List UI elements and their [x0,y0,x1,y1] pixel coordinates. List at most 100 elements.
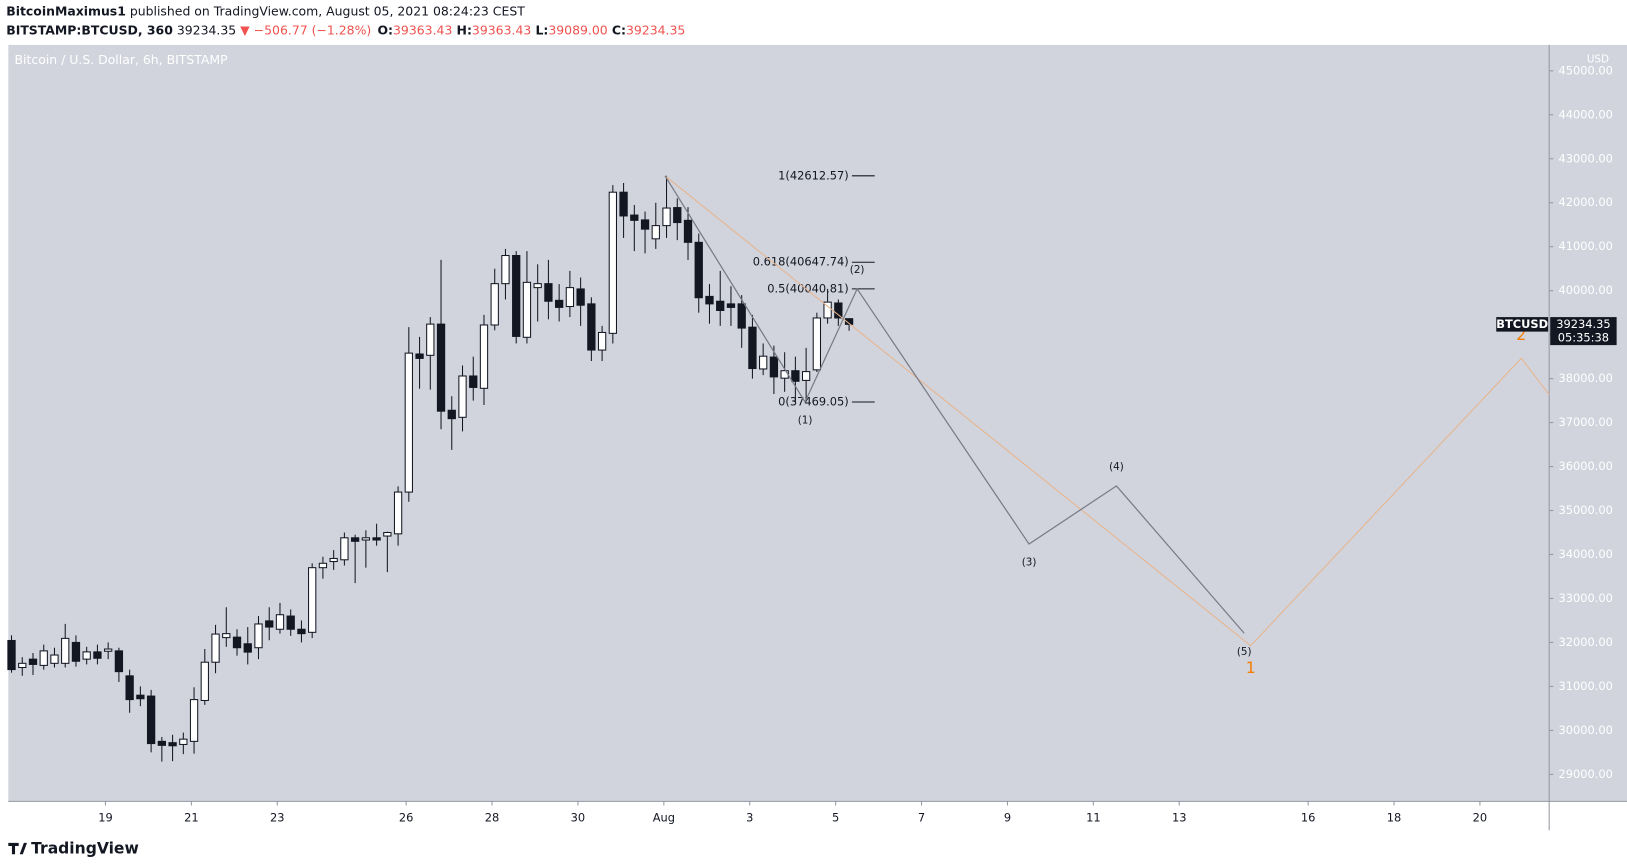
candle-body [780,370,789,379]
y-tick-label: 32000.00 [1559,635,1613,649]
y-tick-label: 29000.00 [1559,767,1613,781]
y-tick-label: 34000.00 [1559,547,1613,561]
x-tick-label: 3 [746,810,753,824]
candle-body [200,661,209,701]
fib-label: 0(37469.05) [778,394,849,408]
candle-body [844,318,854,325]
candle-body [297,628,306,635]
candle-body [340,537,349,561]
x-tick-label: 5 [832,810,839,824]
candle-body [93,651,102,659]
candle-body [125,675,134,701]
y-tick-label: 31000.00 [1559,679,1613,693]
candle-body [28,658,38,665]
candle-body [716,300,725,311]
candle-body [726,303,736,308]
y-tick-label: 42000.00 [1559,195,1613,209]
candle-body [458,375,467,418]
candle-body [211,633,220,663]
candle-body [490,283,499,326]
y-tick-label: 37000.00 [1559,415,1613,429]
wave-label: 1 [1246,659,1256,677]
header-line: BitcoinMaximus1 published on TradingView… [6,3,525,18]
candle-body [7,639,16,671]
candle-body [501,254,510,285]
candle-body [275,614,285,630]
ohlc-value: 39234.35 [626,22,685,37]
candle-body [393,491,403,535]
candle-body [361,537,371,541]
price-axis-area [1549,44,1627,802]
x-tick-label: 28 [485,810,500,824]
logo: TradingView [8,840,139,858]
wave-label: (1) [798,415,813,427]
candle-body [555,299,564,308]
x-tick-label: 26 [399,810,414,824]
candle-body [791,370,800,382]
candle-body [243,643,252,653]
candle-body [587,303,596,351]
candle-body [61,637,70,664]
candle-body [71,641,81,662]
wave-label: 2 [1516,326,1526,344]
candle-body [823,301,832,319]
candle-body [705,295,714,305]
candle-body [404,352,413,493]
price-tag-box [1550,317,1617,346]
candle-body [673,207,682,224]
candle-body [308,567,317,633]
candle-body [565,287,575,308]
candle-body [426,323,435,356]
ohlc-value: 39089.00 [548,22,607,37]
x-tick-label: Aug [653,810,675,824]
candle-body [265,620,274,628]
ohlc-key: O: [377,22,393,37]
logo-text: TradingView [31,840,139,858]
wave-label: (3) [1022,557,1037,569]
y-tick-label: 36000.00 [1559,459,1613,473]
y-tick-label: 41000.00 [1559,239,1613,253]
symbol: BITSTAMP:BTCUSD, 360 [6,22,173,37]
candle-body [383,531,392,537]
x-tick-label: 16 [1301,810,1316,824]
x-tick-label: 9 [1004,810,1011,824]
candle-body [286,615,295,630]
minor-wave [664,175,1245,634]
fib-label: 0.5(40040.81) [767,281,848,295]
ohlc-value: 39363.43 [472,22,531,37]
ohlc-value: 39363.43 [393,22,452,37]
candle-body [769,356,779,378]
x-tick-label: 30 [571,810,586,824]
candle-body [318,562,328,569]
y-tick-label: 38000.00 [1559,371,1613,385]
ohlc-key: C: [612,22,626,37]
candle-body [104,648,113,652]
x-tick-label: 19 [98,810,113,824]
candle-body [469,375,478,388]
ohlc-key: L: [535,22,548,37]
candle-body [662,207,671,227]
candle-body [146,695,156,745]
candle-body [415,353,424,359]
plot-area [8,44,1550,802]
candle-body [576,288,585,306]
x-tick-label: 7 [918,810,925,824]
ohlc-key: H: [457,22,472,37]
chart-title: Bitcoin / U.S. Dollar, 6h, BITSTAMP [15,52,229,67]
author: BitcoinMaximus1 [6,3,126,18]
y-tick-label: 44000.00 [1559,107,1613,121]
candle-body [640,219,650,230]
y-tick-label: 33000.00 [1559,591,1613,605]
candle-body [801,371,811,381]
last: 39234.35 [177,22,236,37]
candle-body [447,409,456,420]
candle-body [683,219,693,243]
candle-body [136,694,145,700]
candle-body [597,331,607,351]
candle-body [533,283,542,289]
candle-body [748,326,757,370]
quote-line: BITSTAMP:BTCUSD, 360 39234.35 ▼ −506.77 … [6,22,685,37]
candle-body [436,323,446,412]
candle-body [812,317,822,371]
